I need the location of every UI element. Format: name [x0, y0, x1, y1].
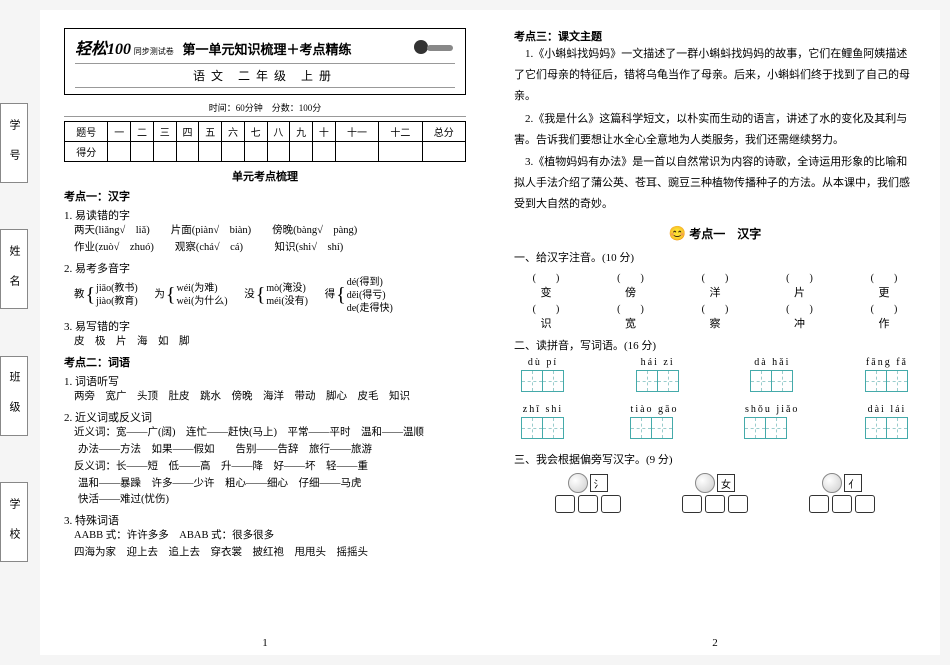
- subject: 语文: [193, 69, 229, 83]
- item-title: 3. 易写错的字: [64, 318, 466, 334]
- char-row: 识 宽 察 冲 作: [514, 315, 916, 331]
- table-row: 得分: [65, 142, 466, 162]
- side-tab: 学 号: [0, 103, 28, 183]
- content-line: 两天(liǎng√ liǎ) 片面(piàn√ biàn) 傍晚(bàng√ p…: [74, 223, 466, 240]
- content-line: 温和——暴躁 许多——少许 粗心——细心 仔细——马虎: [78, 476, 466, 493]
- grid-row: dù pí hái zi dà hǎi fāng fǎ: [514, 357, 916, 392]
- kp2-title: 考点二：词语: [64, 354, 466, 370]
- tianzige: [751, 370, 793, 392]
- item-title: 1. 词语听写: [64, 373, 466, 389]
- radical-row: 氵 女 亻: [514, 473, 916, 513]
- answer-slot: [705, 495, 725, 513]
- unit-title: 第一单元知识梳理＋考点精练: [183, 39, 352, 58]
- page-number: 1: [262, 637, 268, 649]
- radical-box: 氵: [590, 474, 608, 492]
- item-title: 2. 近义词或反义词: [64, 409, 466, 425]
- answer-slot: [832, 495, 852, 513]
- brand-sub: 同步测试卷: [134, 47, 174, 56]
- answer-slot: [578, 495, 598, 513]
- answer-slot: [682, 495, 702, 513]
- row-label: 题号: [65, 122, 108, 142]
- para: 3.《植物妈妈有办法》是一首以自然常识为内容的诗歌，全诗运用形象的比喻和拟人手法…: [514, 152, 916, 215]
- table-row: 题号 一 二 三 四 五 六 七 八 九 十 十一 十二 总分: [65, 122, 466, 142]
- side-tab: 学 校: [0, 482, 28, 562]
- pencil-mascot-icon: [409, 35, 457, 63]
- tianzige: [745, 417, 799, 439]
- tianzige: [866, 417, 908, 439]
- content-line: AABB 式：许许多多 ABAB 式：很多很多: [74, 528, 466, 545]
- char-row: 变 傍 洋 片 更: [514, 284, 916, 300]
- tianzige: [522, 417, 564, 439]
- timing: 时间：60分钟 分数：100分: [64, 99, 466, 117]
- content-line: 两旁 宽广 头顶 肚皮 跳水 傍晚 海洋 带动 脚心 皮毛 知识: [74, 389, 466, 406]
- radical-box: 亻: [844, 474, 862, 492]
- kp1-title: 考点一：汉字: [64, 188, 466, 204]
- page-number: 2: [712, 637, 718, 649]
- answer-slot: [728, 495, 748, 513]
- content-line: 作业(zuò√ zhuó) 观察(chá√ cá) 知识(shi√ shí): [74, 240, 466, 257]
- header-box: 轻松100 同步测试卷 第一单元知识梳理＋考点精练 语文 二年级 上册: [64, 28, 466, 95]
- page-left: 轻松100 同步测试卷 第一单元知识梳理＋考点精练 语文 二年级 上册 时间：6…: [40, 10, 490, 655]
- bracket-row: ( )( )( )( )( ): [514, 269, 916, 284]
- tianzige: [866, 370, 908, 392]
- tianzige: [631, 417, 679, 439]
- face-icon: 😊: [669, 227, 686, 242]
- side-tab: 姓 名: [0, 229, 28, 309]
- answer-slot: [855, 495, 875, 513]
- volume: 上册: [301, 69, 337, 83]
- bracket-row: ( )( )( )( )( ): [514, 300, 916, 315]
- para: 2.《我是什么》这篇科学短文，以朴实而生动的语言，讲述了水的变化及其利与害。告诉…: [514, 109, 916, 151]
- q3-title: 三、我会根据偏旁写汉字。(9 分): [514, 451, 916, 467]
- item-title: 3. 特殊词语: [64, 512, 466, 528]
- tianzige: [637, 370, 679, 392]
- mascot-icon: [695, 473, 715, 493]
- polyphone-row: 教{ jiāo(教书)jiào(教育) 为{ wéi(为难)wèi(为什么) 没…: [74, 276, 466, 315]
- brand: 轻松100: [75, 41, 131, 58]
- content-line: 办法——方法 如果——假如 告别——告辞 旅行——旅游: [78, 442, 466, 459]
- kaodian-badge: 😊 考点一 汉字: [514, 225, 916, 243]
- para: 1.《小蝌蚪找妈妈》一文描述了一群小蝌蚪找妈妈的故事，它们在鲤鱼阿姨描述了它们母…: [514, 44, 916, 107]
- tianzige: [522, 370, 564, 392]
- q2-title: 二、读拼音，写词语。(16 分): [514, 337, 916, 353]
- section-title: 单元考点梳理: [64, 168, 466, 184]
- mascot-icon: [822, 473, 842, 493]
- content-line: 四海为家 迎上去 追上去 穿衣裳 披红袍 甩甩头 摇摇头: [74, 545, 466, 562]
- score-table: 题号 一 二 三 四 五 六 七 八 九 十 十一 十二 总分 得分: [64, 121, 466, 162]
- grade: 二年级: [238, 69, 292, 83]
- subject-row: 语文 二年级 上册: [75, 63, 455, 88]
- content-line: 近义词：宽——广(阔) 连忙——赶快(马上) 平常——平时 温和——温顺: [74, 425, 466, 442]
- badge-label: 考点一 汉字: [689, 227, 761, 241]
- page-right: 考点三：课文主题 1.《小蝌蚪找妈妈》一文描述了一群小蝌蚪找妈妈的故事，它们在鲤…: [490, 10, 940, 655]
- answer-slot: [809, 495, 829, 513]
- q1-title: 一、给汉字注音。(10 分): [514, 249, 916, 265]
- kp3-title: 考点三：课文主题: [514, 28, 916, 44]
- answer-slot: [601, 495, 621, 513]
- content-line: 反义词：长——短 低——高 升——降 好——坏 轻——重: [74, 459, 466, 476]
- item-title: 1. 易读错的字: [64, 207, 466, 223]
- side-tab: 班 级: [0, 356, 28, 436]
- item-title: 2. 易考多音字: [64, 260, 466, 276]
- content-line: 快活——难过(忧伤): [78, 492, 466, 509]
- answer-slot: [555, 495, 575, 513]
- radical-box: 女: [717, 474, 735, 492]
- content-line: 皮 极 片 海 如 脚: [74, 334, 466, 351]
- row-label: 得分: [65, 142, 108, 162]
- mascot-icon: [568, 473, 588, 493]
- grid-row: zhī shi tiào gāo shǒu jiǎo dài lái: [514, 404, 916, 439]
